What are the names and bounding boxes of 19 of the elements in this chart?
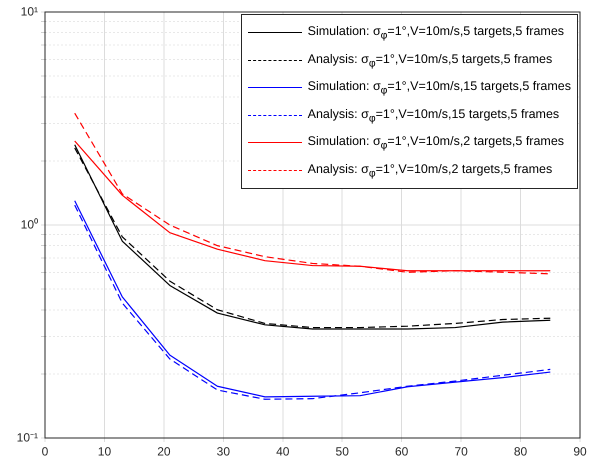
y-tick-label: 10⁻¹	[16, 430, 38, 444]
legend-label: Simulation: σ$_{φ}$=1°,V=10m/s,15 targets,5 frames	[308, 79, 571, 96]
y-tick-label: 10⁰	[20, 217, 38, 232]
x-tick-label: 0	[42, 444, 49, 459]
legend-label: Analysis: σ$_{φ}$=1°,V=10m/s,5 targets,5 frames	[308, 52, 552, 69]
x-tick-label: 70	[454, 444, 468, 459]
legend-label: Simulation: σ$_{φ}$=1°,V=10m/s,2 targets,5 frames	[308, 134, 564, 152]
legend-label: Analysis: σ$_{φ}$=1°,V=10m/s,2 targets,5 frames	[308, 162, 552, 179]
x-tick-label: 10	[98, 444, 112, 459]
legend-label: Analysis: σ$_{φ}$=1°,V=10m/s,15 targets,5 frames	[308, 106, 560, 124]
x-tick-label: 20	[157, 444, 171, 459]
x-tick-label: 60	[394, 444, 409, 459]
y-tick-label: 10¹	[20, 4, 38, 18]
x-tick-label: 80	[514, 444, 528, 459]
legend-label: Simulation: σ$_{φ}$=1°,V=10m/s,5 targets,5 frames	[308, 24, 564, 42]
x-tick-label: 50	[336, 444, 350, 459]
x-tick-label: 40	[276, 444, 290, 459]
x-tick-label: 90	[573, 444, 587, 459]
x-tick-label: 30	[216, 444, 230, 459]
